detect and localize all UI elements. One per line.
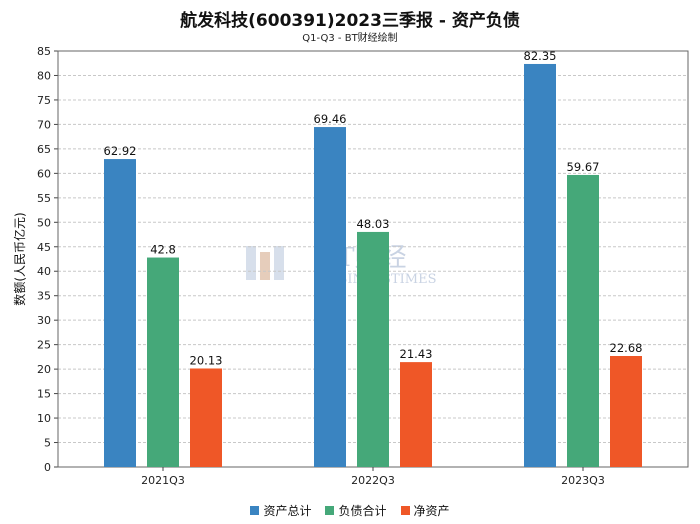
chart-legend: 资产总计 负债合计 净资产 bbox=[0, 502, 700, 519]
bar bbox=[567, 174, 599, 467]
y-tick-label: 5 bbox=[44, 437, 51, 450]
y-tick-label: 80 bbox=[37, 69, 51, 82]
bar-value-label: 62.92 bbox=[104, 144, 137, 158]
bar-value-label: 20.13 bbox=[190, 353, 223, 367]
legend-item: 负债合计 bbox=[325, 502, 387, 519]
bar bbox=[524, 63, 556, 467]
legend-label: 净资产 bbox=[413, 504, 450, 518]
x-tick-label: 2023Q3 bbox=[561, 474, 605, 487]
y-tick-label: 60 bbox=[37, 167, 51, 180]
y-tick-label: 55 bbox=[37, 192, 51, 205]
y-tick-label: 0 bbox=[44, 461, 51, 474]
watermark-logo-bar bbox=[274, 246, 284, 280]
y-tick-label: 85 bbox=[37, 45, 51, 58]
bar-value-label: 22.68 bbox=[610, 341, 643, 355]
legend-swatch bbox=[250, 506, 260, 515]
bar-value-label: 48.03 bbox=[357, 217, 390, 231]
bar bbox=[190, 368, 222, 467]
watermark-logo-bar bbox=[260, 252, 270, 280]
y-tick-label: 45 bbox=[37, 241, 51, 254]
legend-item: 资产总计 bbox=[250, 502, 311, 519]
y-tick-label: 70 bbox=[37, 118, 51, 131]
chart-subtitle: Q1-Q3 - BT财经绘制 bbox=[302, 33, 398, 44]
bar bbox=[357, 231, 389, 467]
bar bbox=[147, 257, 179, 467]
y-tick-label: 40 bbox=[37, 265, 51, 278]
bar bbox=[610, 356, 642, 467]
y-tick-label: 25 bbox=[37, 339, 51, 352]
bar-value-label: 21.43 bbox=[400, 347, 433, 361]
legend-item: 净资产 bbox=[400, 502, 450, 519]
watermark-logo-bar bbox=[246, 246, 256, 280]
bar-value-label: 59.67 bbox=[567, 160, 600, 174]
y-tick-label: 20 bbox=[37, 363, 51, 376]
x-tick-label: 2021Q3 bbox=[141, 474, 185, 487]
chart-title: 航发科技(600391)2023三季报 - 资产负债 bbox=[180, 11, 520, 31]
y-tick-label: 65 bbox=[37, 143, 51, 156]
legend-label: 负债合计 bbox=[338, 504, 387, 518]
legend-swatch bbox=[400, 506, 410, 515]
bar-value-label: 82.35 bbox=[524, 49, 557, 63]
bar bbox=[104, 159, 136, 467]
legend-label: 资产总计 bbox=[263, 504, 312, 518]
y-tick-label: 50 bbox=[37, 216, 51, 229]
y-tick-label: 15 bbox=[37, 388, 51, 401]
y-axis-label: 数额(人民币亿元) bbox=[12, 212, 27, 305]
y-tick-label: 35 bbox=[37, 290, 51, 303]
bar-value-label: 69.46 bbox=[314, 112, 347, 126]
bar bbox=[314, 127, 346, 467]
y-tick-label: 10 bbox=[37, 412, 51, 425]
bar bbox=[400, 362, 432, 467]
x-tick-label: 2022Q3 bbox=[351, 474, 395, 487]
bar-value-label: 42.8 bbox=[150, 243, 176, 257]
y-tick-label: 30 bbox=[37, 314, 51, 327]
y-tick-label: 75 bbox=[37, 94, 51, 107]
legend-swatch bbox=[325, 506, 335, 515]
